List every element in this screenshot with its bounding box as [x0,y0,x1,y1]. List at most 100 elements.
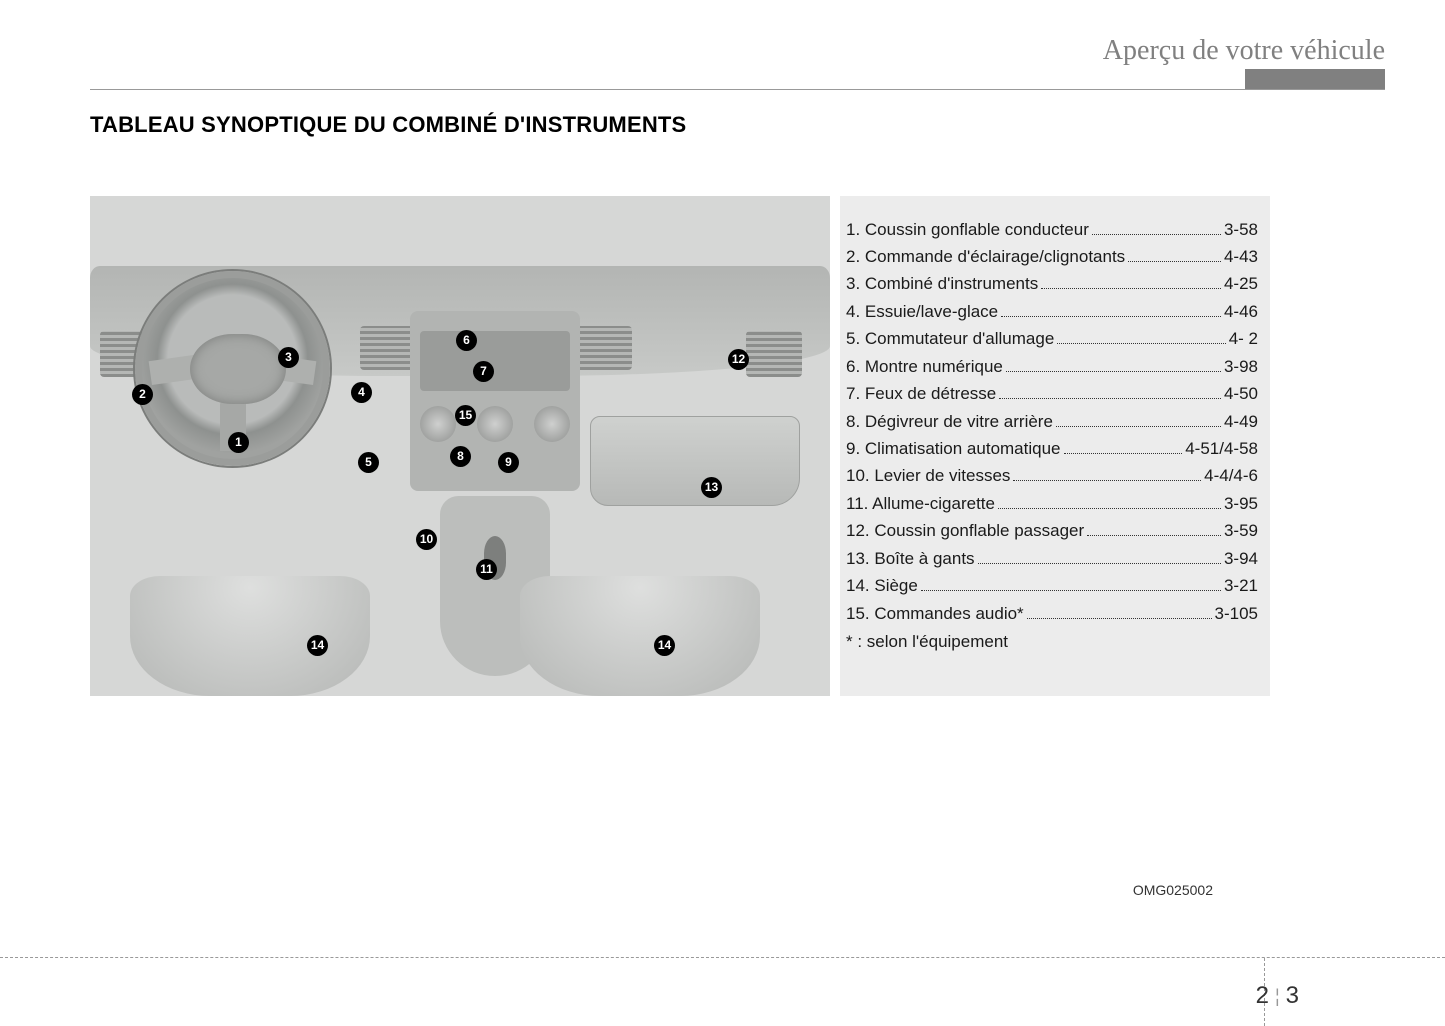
legend-item-page: 4-49 [1224,411,1258,434]
legend-item-dots [1041,288,1221,289]
legend-item-dots [999,398,1221,399]
legend-item: 12. Coussin gonflable passager 3-59 [846,520,1258,543]
legend-item-page: 3-59 [1224,520,1258,543]
legend-item-page: 3-98 [1224,356,1258,379]
section-title: Aperçu de votre véhicule [1103,35,1385,67]
legend-item-label: 3. Combiné d'instruments [846,273,1038,296]
page-number-section: 2 [1256,982,1269,1010]
legend-note: * : selon l'équipement [846,632,1258,652]
legend-item-label: 5. Commutateur d'allumage [846,328,1054,351]
legend-item-label: 15. Commandes audio* [846,603,1024,626]
legend-item-dots [1057,343,1225,344]
legend-item-dots [1027,618,1212,619]
legend-item-page: 3-94 [1224,548,1258,571]
legend-list: 1. Coussin gonflable conducteur 3-58 2. Co… [846,219,1258,626]
callout-10: 10 [416,529,437,550]
callout-14: 14 [307,635,328,656]
diagram: 12345678910111213141415 [90,196,830,696]
legend-item-page: 4-4/4-6 [1204,465,1258,488]
legend-item-dots [978,563,1221,564]
knob-left [420,406,456,442]
legend-item-label: 12. Coussin gonflable passager [846,520,1084,543]
steering-hub [190,334,286,404]
legend-item-page: 3-105 [1215,603,1258,626]
callout-5: 5 [358,452,379,473]
page-number-page: 3 [1286,982,1299,1010]
knob-right [534,406,570,442]
page-number-separator: ¦ [1275,986,1280,1007]
legend-item-label: 1. Coussin gonflable conducteur [846,219,1089,242]
callout-3: 3 [278,347,299,368]
page-number: 2 ¦ 3 [1256,982,1299,1010]
cut-line-horizontal [0,957,1445,958]
legend-item-label: 11. Allume-cigarette [846,493,995,516]
legend-item-page: 3-58 [1224,219,1258,242]
legend-item-label: 9. Climatisation automatique [846,438,1061,461]
radio-unit [420,331,570,391]
legend-item-dots [1087,535,1221,536]
callout-9: 9 [498,452,519,473]
callout-6: 6 [456,330,477,351]
callout-4: 4 [351,382,372,403]
legend-item-dots [921,590,1221,591]
legend: 1. Coussin gonflable conducteur 3-58 2. Co… [840,196,1270,696]
center-stack [410,311,580,491]
legend-item-dots [1092,234,1221,235]
callout-2: 2 [132,384,153,405]
legend-item-label: 10. Levier de vitesses [846,465,1010,488]
content: 12345678910111213141415 1. Coussin gonfl… [90,166,1385,696]
legend-item-label: 13. Boîte à gants [846,548,975,571]
callout-8: 8 [450,446,471,467]
legend-item-label: 14. Siège [846,575,918,598]
tab-mark [1245,69,1385,89]
legend-item-page: 3-21 [1224,575,1258,598]
legend-item-dots [1006,371,1221,372]
callout-1: 1 [228,432,249,453]
legend-item-dots [1064,453,1183,454]
legend-item-page: 4-51/4-58 [1185,438,1258,461]
legend-item: 8. Dégivreur de vitre arrière 4-49 [846,411,1258,434]
callout-12: 12 [728,349,749,370]
header-area: Aperçu de votre véhicule [90,30,1385,90]
legend-item-label: 2. Commande d'éclairage/clignotants [846,246,1125,269]
legend-item: 11. Allume-cigarette3-95 [846,493,1258,516]
legend-item: 6. Montre numérique 3-98 [846,356,1258,379]
legend-item-page: 4-25 [1224,273,1258,296]
legend-item: 1. Coussin gonflable conducteur 3-58 [846,219,1258,242]
legend-item: 10. Levier de vitesses 4-4/4-6 [846,465,1258,488]
page: Aperçu de votre véhicule TABLEAU SYNOPTI… [0,0,1445,1026]
vent-center-right [572,326,632,370]
legend-item-dots [1128,261,1221,262]
legend-item-page: 4-43 [1224,246,1258,269]
legend-item: 2. Commande d'éclairage/clignotants 4-43 [846,246,1258,269]
legend-item-dots [1013,480,1201,481]
vent-right-end [746,331,802,377]
legend-item-page: 4-50 [1224,383,1258,406]
legend-item: 13. Boîte à gants 3-94 [846,548,1258,571]
legend-item-label: 8. Dégivreur de vitre arrière [846,411,1053,434]
legend-item: 15. Commandes audio* 3-105 [846,603,1258,626]
legend-item-dots [1056,426,1221,427]
callout-11: 11 [476,559,497,580]
legend-item: 5. Commutateur d'allumage 4- 2 [846,328,1258,351]
legend-item-page: 4-46 [1224,301,1258,324]
callout-14b: 14 [654,635,675,656]
legend-item: 9. Climatisation automatique 4-51/4-58 [846,438,1258,461]
seat-driver [130,576,370,696]
figure-ref-code: OMG025002 [1133,882,1213,898]
legend-item: 14. Siège 3-21 [846,575,1258,598]
callout-7: 7 [473,361,494,382]
legend-item-label: 4. Essuie/lave-glace [846,301,998,324]
legend-item: 3. Combiné d'instruments 4-25 [846,273,1258,296]
legend-item-dots [998,508,1221,509]
legend-item-label: 7. Feux de détresse [846,383,996,406]
knob-center [477,406,513,442]
seat-passenger [520,576,760,696]
glovebox [590,416,800,506]
legend-item-page: 4- 2 [1229,328,1258,351]
legend-item-dots [1001,316,1221,317]
legend-item: 4. Essuie/lave-glace 4-46 [846,301,1258,324]
hvac-knobs [420,406,570,446]
legend-item-label: 6. Montre numérique [846,356,1003,379]
callout-15: 15 [455,405,476,426]
